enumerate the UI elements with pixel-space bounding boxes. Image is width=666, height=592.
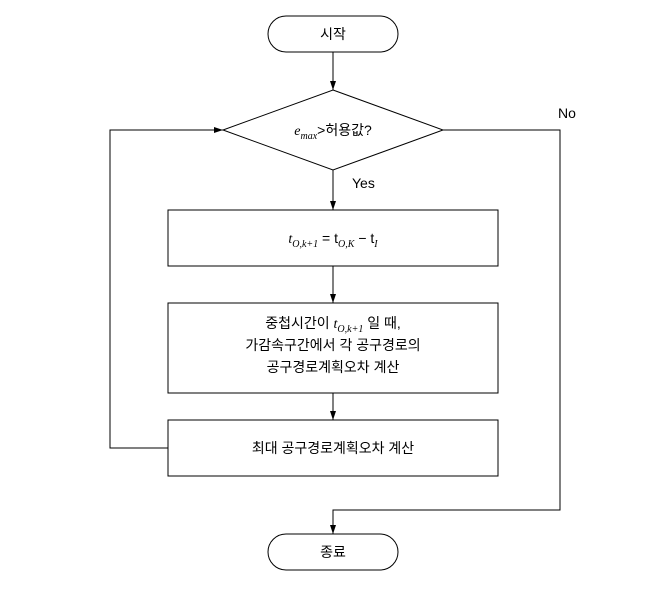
end-label: 종료 <box>320 544 346 560</box>
edge-p3-back <box>110 130 223 448</box>
node-decision: emax>허용값? <box>223 90 443 170</box>
node-process2: 중첩시간이 tO,k+1 일 때, 가감속구간에서 각 공구경로의 공구경로계획… <box>168 303 498 393</box>
decision-label: emax>허용값? <box>294 122 372 142</box>
node-process1: tO,k+1 = tO,K − tI <box>168 210 498 266</box>
yes-label: Yes <box>352 175 375 191</box>
process1-label: tO,k+1 = tO,K − tI <box>288 230 378 250</box>
node-start: 시작 <box>268 16 398 52</box>
process2-line2: 가감속구간에서 각 공구경로의 <box>245 337 420 353</box>
node-end: 종료 <box>268 534 398 570</box>
no-label: No <box>558 105 576 121</box>
start-label: 시작 <box>320 26 346 42</box>
process3-label: 최대 공구경로계획오차 계산 <box>252 440 414 456</box>
process2-line1: 중첩시간이 tO,k+1 일 때, <box>265 315 401 335</box>
node-process3: 최대 공구경로계획오차 계산 <box>168 420 498 476</box>
flowchart-svg: 시작 emax>허용값? Yes No tO,k+1 = tO,K − tI 중… <box>0 0 666 592</box>
process2-line3: 공구경로계획오차 계산 <box>267 359 400 375</box>
